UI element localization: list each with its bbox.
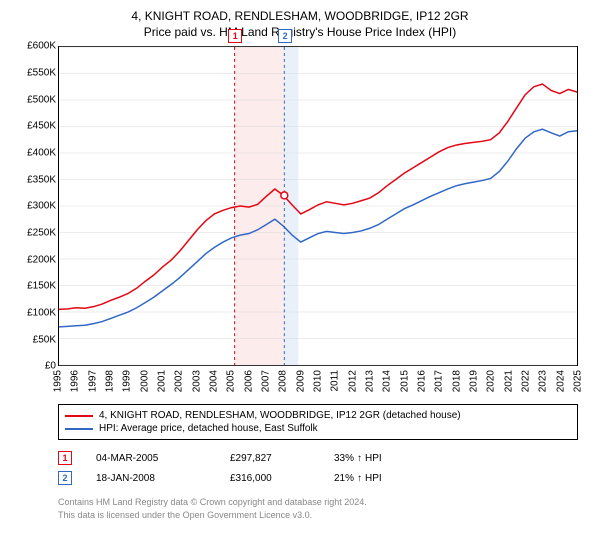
x-tick-label: 2012 [347,370,358,392]
x-tick-label: 2018 [451,370,462,392]
x-tick-label: 2024 [555,370,566,392]
chart-container: 4, KNIGHT ROAD, RENDLESHAM, WOODBRIDGE, … [0,0,600,521]
legend-swatch [65,415,93,417]
y-tick-label: £300K [27,201,56,212]
legend-label: HPI: Average price, detached house, East… [99,423,318,434]
sales-table: 1 04-MAR-2005 £297,827 33%↑HPI 2 18-JAN-2008 £… [58,448,578,488]
x-tick-label: 1999 [122,370,133,392]
x-tick-label: 1997 [87,370,98,392]
legend-label: 4, KNIGHT ROAD, RENDLESHAM, WOODBRIDGE, … [99,410,461,421]
legend-item: HPI: Average price, detached house, East… [65,422,571,435]
x-tick-label: 2008 [278,370,289,392]
x-tick-label: 2016 [417,370,428,392]
x-tick-label: 2005 [226,370,237,392]
x-tick-label: 2014 [382,370,393,392]
sale-marker-2: 2 [278,29,292,43]
footer-line-1: Contains HM Land Registry data © Crown c… [58,496,578,508]
sale-price: £316,000 [230,473,310,484]
y-tick-label: £500K [27,94,56,105]
sale-price: £297,827 [230,453,310,464]
x-tick-label: 2006 [243,370,254,392]
x-tick-label: 2001 [157,370,168,392]
x-tick-label: 2019 [469,370,480,392]
x-tick-label: 2011 [330,370,341,392]
title-line-2: Price paid vs. HM Land Registry's House … [12,24,588,40]
plot-region: 12 [58,46,578,366]
sale-marker-1: 1 [228,29,242,43]
x-tick-label: 2023 [538,370,549,392]
sale-date: 04-MAR-2005 [96,453,206,464]
sale-row: 1 04-MAR-2005 £297,827 33%↑HPI [58,448,578,468]
y-tick-label: £350K [27,174,56,185]
x-tick-label: 1998 [105,370,116,392]
y-tick-label: £600K [27,41,56,52]
plot-area: £0£50K£100K£150K£200K£250K£300K£350K£400… [12,46,588,398]
x-tick-label: 2020 [486,370,497,392]
footer-line-2: This data is licensed under the Open Gov… [58,509,578,521]
y-tick-label: £200K [27,254,56,265]
sale-marker-box: 1 [58,451,72,465]
attribution-footer: Contains HM Land Registry data © Crown c… [58,496,578,520]
x-tick-label: 2022 [521,370,532,392]
y-tick-label: £550K [27,68,56,79]
x-tick-label: 2000 [139,370,150,392]
x-tick-label: 2013 [365,370,376,392]
y-tick-label: £250K [27,228,56,239]
x-tick-label: 2010 [313,370,324,392]
x-axis: 1995199619971998199920002001200220032004… [58,366,578,398]
x-tick-label: 1996 [70,370,81,392]
x-tick-label: 2007 [261,370,272,392]
x-tick-label: 2021 [503,370,514,392]
x-tick-label: 2025 [573,370,584,392]
x-tick-label: 2015 [399,370,410,392]
x-tick-label: 2002 [174,370,185,392]
y-tick-label: £50K [33,334,56,345]
x-tick-label: 2004 [209,370,220,392]
title-line-1: 4, KNIGHT ROAD, RENDLESHAM, WOODBRIDGE, … [12,8,588,24]
y-tick-label: £400K [27,148,56,159]
y-tick-label: £150K [27,281,56,292]
x-tick-label: 2003 [191,370,202,392]
legend: 4, KNIGHT ROAD, RENDLESHAM, WOODBRIDGE, … [58,404,578,440]
sale-date: 18-JAN-2008 [96,473,206,484]
sale-hpi: 21%↑HPI [334,473,382,484]
plot-svg [59,47,577,365]
y-tick-label: £100K [27,308,56,319]
legend-swatch [65,428,93,430]
sale-hpi: 33%↑HPI [334,453,382,464]
sale-row: 2 18-JAN-2008 £316,000 21%↑HPI [58,468,578,488]
y-axis: £0£50K£100K£150K£200K£250K£300K£350K£400… [12,46,58,366]
x-tick-label: 1995 [53,370,64,392]
chart-title: 4, KNIGHT ROAD, RENDLESHAM, WOODBRIDGE, … [12,8,588,40]
legend-item: 4, KNIGHT ROAD, RENDLESHAM, WOODBRIDGE, … [65,409,571,422]
x-tick-label: 2017 [434,370,445,392]
sale-marker-box: 2 [58,471,72,485]
x-tick-label: 2009 [295,370,306,392]
y-tick-label: £450K [27,121,56,132]
